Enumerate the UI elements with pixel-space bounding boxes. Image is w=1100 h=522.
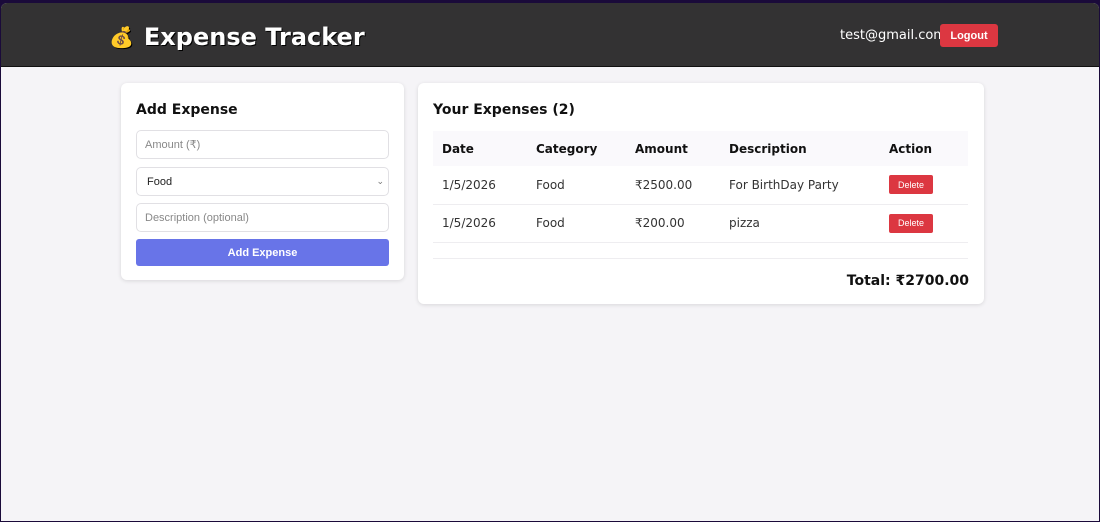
cell-date: 1/5/2026: [433, 204, 527, 243]
table-header: Date Category Amount Description Action: [433, 131, 968, 166]
cell-action: Delete: [880, 166, 968, 205]
cell-category: Food: [527, 204, 626, 243]
cell-category: Food: [527, 166, 626, 205]
column-header: Description: [720, 131, 880, 166]
table-row: 1/5/2026 Food ₹2500.00 For BirthDay Part…: [433, 166, 968, 205]
table-row: 1/5/2026 Food ₹200.00 pizza Delete: [433, 204, 968, 243]
expenses-card: Your Expenses (2) Date Category Amount D…: [418, 83, 984, 304]
description-placeholder: Description (optional): [145, 211, 249, 224]
expenses-title: Your Expenses (2): [433, 102, 575, 118]
user-email: test@gmail.com: [840, 28, 946, 43]
column-header: Action: [880, 131, 968, 166]
chevron-down-icon: ⌄: [376, 176, 384, 186]
add-expense-card: Add Expense Amount (₹) Food ⌄ Description…: [121, 83, 404, 280]
cell-action: Delete: [880, 204, 968, 243]
delete-button[interactable]: Delete: [889, 175, 933, 195]
cell-description: For BirthDay Party: [720, 166, 880, 205]
category-value: Food: [147, 175, 173, 188]
logout-button[interactable]: Logout: [940, 24, 998, 47]
category-select[interactable]: Food ⌄: [136, 167, 389, 196]
total-amount: Total: ₹2700.00: [846, 273, 969, 289]
app-logo: 💰 Expense Tracker: [109, 23, 365, 51]
amount-placeholder: Amount (₹): [145, 139, 201, 151]
divider: [433, 258, 968, 259]
cell-description: pizza: [720, 204, 880, 243]
add-expense-button[interactable]: Add Expense: [136, 239, 389, 266]
amount-input[interactable]: Amount (₹): [136, 130, 389, 159]
cell-amount: ₹200.00: [626, 204, 720, 243]
delete-button[interactable]: Delete: [889, 213, 933, 233]
column-header: Category: [527, 131, 626, 166]
app-title: Expense Tracker: [143, 23, 365, 51]
add-expense-title: Add Expense: [136, 102, 238, 118]
column-header: Date: [433, 131, 527, 166]
column-header: Amount: [626, 131, 720, 166]
cell-amount: ₹2500.00: [626, 166, 720, 205]
cell-date: 1/5/2026: [433, 166, 527, 205]
expenses-table: Date Category Amount Description Action …: [433, 131, 968, 243]
description-input[interactable]: Description (optional): [136, 203, 389, 232]
app-window: 💰 Expense Tracker test@gmail.com Logout …: [1, 3, 1099, 521]
money-bag-icon: 💰: [109, 25, 134, 49]
header: 💰 Expense Tracker test@gmail.com Logout: [1, 3, 1099, 67]
